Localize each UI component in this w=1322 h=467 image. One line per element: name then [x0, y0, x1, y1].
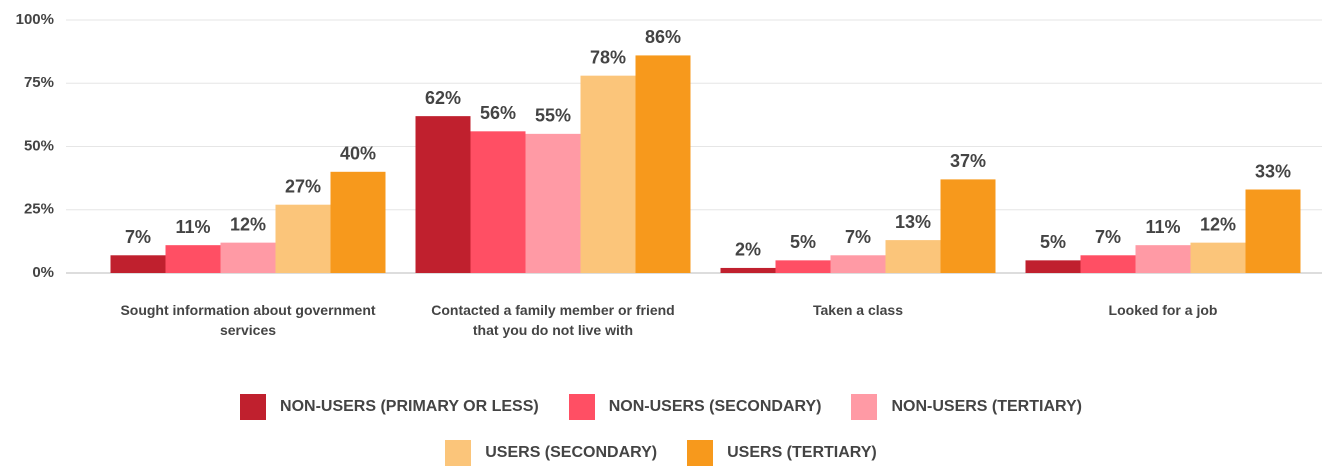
- legend: USERS (SECONDARY) USERS (TERTIARY): [0, 440, 1322, 466]
- value-label: 7%: [1095, 227, 1121, 247]
- value-label: 27%: [285, 176, 321, 196]
- bar: [525, 133, 581, 273]
- value-label: 62%: [425, 88, 461, 108]
- legend-swatch: [240, 394, 267, 420]
- bar: [720, 267, 776, 273]
- legend-swatch: [445, 440, 472, 466]
- value-label: 11%: [175, 217, 210, 237]
- y-tick-label: 50%: [24, 137, 54, 154]
- bar: [110, 255, 166, 273]
- value-label: 7%: [845, 227, 871, 247]
- legend-item: NON-USERS (TERTIARY): [851, 394, 1082, 420]
- y-tick-label: 0%: [32, 264, 54, 281]
- legend-swatch: [851, 394, 878, 420]
- bar: [830, 255, 886, 273]
- legend-label: USERS (SECONDARY): [485, 444, 658, 461]
- bar: [165, 245, 221, 273]
- value-label: 7%: [125, 227, 151, 247]
- legend-label: USERS (TERTIARY): [727, 444, 877, 461]
- bar: [940, 179, 996, 273]
- bar: [1025, 260, 1081, 273]
- legend-item: NON-USERS (PRIMARY OR LESS): [240, 394, 539, 420]
- bar: [580, 75, 636, 273]
- bar: [1080, 255, 1136, 273]
- bar: [1190, 242, 1246, 273]
- legend-item: USERS (SECONDARY): [445, 440, 657, 466]
- value-label: 37%: [950, 151, 986, 171]
- bar: [885, 240, 941, 273]
- legend: NON-USERS (PRIMARY OR LESS) NON-USERS (SE…: [0, 394, 1322, 420]
- value-label: 40%: [340, 144, 376, 164]
- legend-swatch: [687, 440, 714, 466]
- legend-label: NON-USERS (SECONDARY): [608, 398, 822, 415]
- value-label: 33%: [1255, 161, 1291, 181]
- x-tick-label: Taken a class: [812, 302, 904, 318]
- value-label: 2%: [735, 240, 761, 260]
- value-label: 86%: [645, 27, 681, 47]
- legend-label: NON-USERS (PRIMARY OR LESS): [280, 398, 539, 415]
- legend-label: NON-USERS (TERTIARY): [891, 398, 1082, 415]
- bar: [635, 55, 691, 273]
- bar: [1245, 189, 1301, 273]
- x-tick-label: Sought information about government serv…: [120, 302, 376, 338]
- bar: [775, 260, 831, 273]
- y-tick-label: 75%: [24, 74, 54, 91]
- bar: [330, 171, 386, 273]
- value-label: 12%: [1200, 214, 1236, 234]
- bar: [415, 116, 471, 273]
- bar: [1135, 245, 1191, 273]
- x-tick-label: Contacted a family member or friend that…: [431, 302, 675, 338]
- plot: 0% 25% 50% 75% 100% 7% 11% 12% 27% 40% 62% 56% 55% 78…: [16, 11, 1322, 281]
- value-label: 78%: [590, 47, 626, 67]
- bar: [275, 204, 331, 273]
- legend-item: USERS (TERTIARY): [687, 440, 877, 466]
- bar: [220, 242, 276, 273]
- y-tick-label: 25%: [24, 201, 54, 218]
- x-tick-label: Looked for a job: [1108, 302, 1218, 318]
- bar: [470, 131, 526, 273]
- legend-item: NON-USERS (SECONDARY): [568, 394, 822, 420]
- value-label: 55%: [535, 106, 571, 126]
- value-label: 12%: [230, 214, 266, 234]
- value-label: 56%: [480, 103, 516, 123]
- value-label: 5%: [790, 232, 816, 252]
- legend-swatch: [568, 394, 595, 420]
- value-label: 11%: [1145, 217, 1180, 237]
- y-tick-label: 100%: [16, 11, 54, 28]
- value-label: 5%: [1040, 232, 1066, 252]
- value-label: 13%: [895, 212, 931, 232]
